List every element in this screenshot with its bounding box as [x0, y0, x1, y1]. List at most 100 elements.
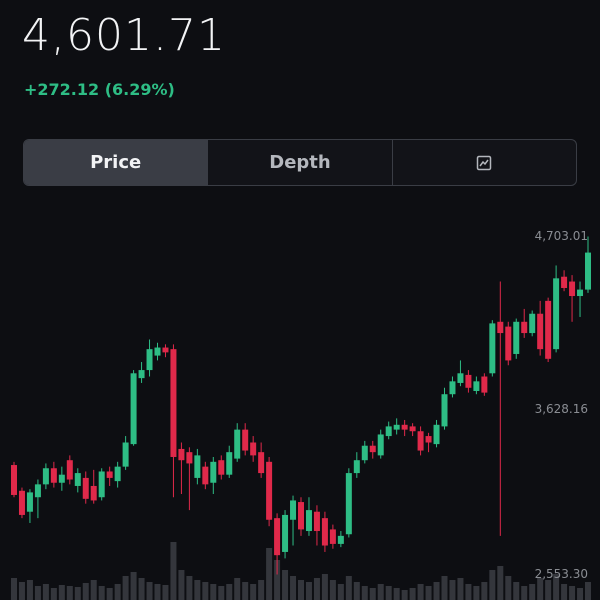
candle-body	[66, 460, 73, 480]
volume-bar	[513, 582, 520, 600]
volume-bar	[545, 580, 552, 600]
volume-bar	[210, 584, 217, 600]
chart-icon-tab[interactable]	[391, 140, 576, 185]
volume-bar	[537, 578, 544, 600]
candle-body	[242, 429, 249, 451]
volume-bar	[441, 576, 448, 600]
volume-bar	[50, 588, 57, 600]
volume-bar	[114, 584, 121, 600]
volume-bar	[226, 584, 233, 600]
candle-body	[298, 502, 304, 530]
volume-bar	[465, 584, 472, 600]
candle-body	[417, 431, 424, 451]
volume-bar	[577, 588, 584, 600]
volume-bar	[90, 580, 97, 600]
volume-bar	[258, 580, 265, 600]
candle-body	[569, 281, 576, 297]
volume-bar	[178, 570, 185, 600]
volume-bar	[409, 588, 416, 600]
volume-bar	[553, 574, 560, 600]
volume-bar	[361, 586, 368, 600]
y-tick-label: 2,553.30	[535, 567, 588, 581]
volume-bar	[170, 542, 177, 600]
candle-body	[345, 473, 352, 535]
volume-bar	[218, 586, 225, 600]
candle-body	[34, 484, 41, 498]
volume-bar	[313, 578, 320, 600]
candle-body	[585, 252, 591, 290]
volume-bar	[321, 574, 328, 600]
candle-body	[369, 445, 376, 453]
candle-body	[553, 278, 560, 350]
candle-body	[353, 460, 360, 474]
volume-bar	[82, 583, 89, 600]
volume-bar	[337, 584, 344, 600]
volume-bar	[74, 587, 81, 600]
candle-body	[425, 436, 432, 443]
candle-body	[385, 426, 392, 437]
candle-body	[433, 424, 440, 445]
candle-body	[258, 452, 265, 474]
candle-body	[202, 466, 209, 485]
candle-body	[313, 511, 320, 532]
candle-body	[529, 313, 536, 334]
volume-bar	[385, 586, 392, 600]
volume-bar	[353, 582, 360, 600]
candle-body	[234, 429, 241, 459]
volume-bar	[329, 580, 336, 600]
candle-body	[74, 473, 81, 486]
chart-tabs: Price Depth	[23, 139, 577, 186]
volume-bar	[521, 586, 528, 600]
candle-body	[497, 321, 504, 334]
volume-bar	[417, 584, 424, 600]
volume-bar	[473, 586, 480, 600]
candle-body	[321, 518, 328, 546]
candle-body	[106, 471, 113, 478]
candle-body	[114, 466, 121, 482]
volume-bar	[130, 572, 137, 600]
volume-bar	[266, 548, 273, 600]
volume-bar	[11, 578, 17, 600]
y-tick-label: 4,703.01	[535, 229, 588, 243]
candle-body	[329, 529, 336, 544]
candle-body	[537, 313, 544, 350]
depth-tab[interactable]: Depth	[207, 140, 391, 185]
candle-body	[138, 370, 145, 379]
candle-body	[194, 455, 201, 478]
volume-bar	[393, 588, 400, 600]
candle-body	[401, 424, 408, 430]
y-tick-label: 3,628.16	[535, 402, 588, 416]
volume-bar	[250, 584, 257, 600]
volume-bar	[58, 585, 65, 600]
volume-bar	[489, 570, 496, 600]
candle-body	[337, 535, 344, 544]
candle-body	[465, 374, 472, 388]
candle-body	[146, 349, 153, 371]
candle-body	[170, 349, 177, 457]
volume-bar	[194, 580, 201, 600]
candle-body	[162, 347, 169, 353]
price-tab[interactable]: Price	[24, 140, 208, 185]
candle-body	[42, 468, 49, 485]
candle-body	[154, 347, 161, 356]
volume-bar	[433, 582, 440, 600]
volume-bar	[497, 566, 504, 600]
volume-bar	[106, 588, 113, 600]
candle-body	[58, 474, 65, 483]
candle-body	[90, 485, 97, 501]
candle-body	[561, 276, 568, 288]
candle-body	[545, 300, 552, 359]
volume-bar	[138, 578, 145, 600]
candle-body	[449, 381, 456, 395]
candle-body	[489, 323, 496, 374]
candle-body	[282, 514, 289, 552]
volume-bar	[569, 586, 576, 600]
volume-bar	[274, 560, 281, 600]
volume-bar	[186, 576, 193, 600]
candle-body	[178, 448, 185, 461]
candle-body	[513, 321, 520, 354]
candle-body	[250, 442, 257, 456]
candle-body	[98, 471, 105, 498]
volume-bar	[146, 582, 153, 600]
